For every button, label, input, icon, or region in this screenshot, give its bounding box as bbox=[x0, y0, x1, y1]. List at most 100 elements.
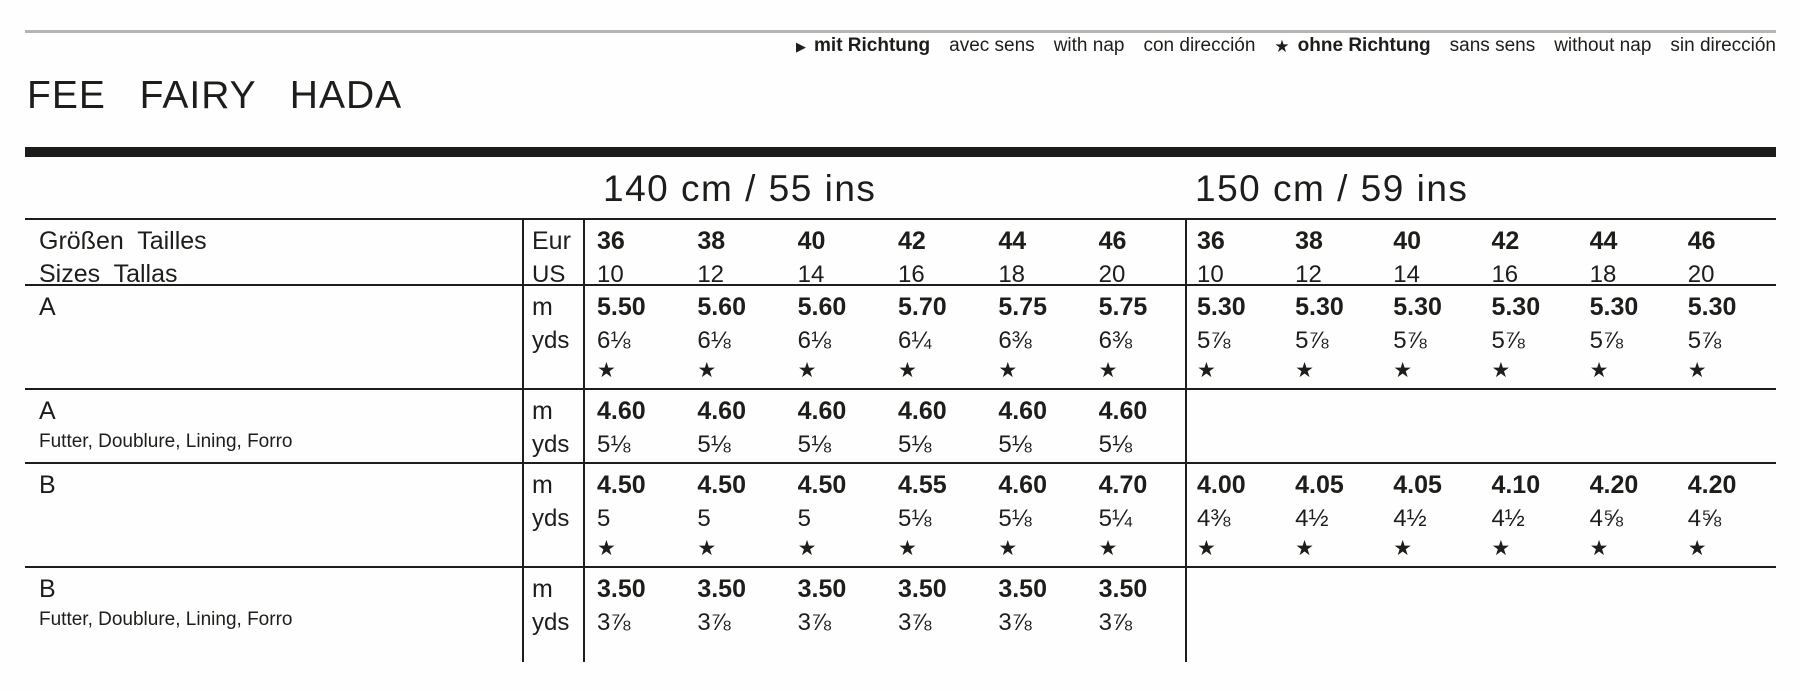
legend-with-nap-group: ▶ mit Richtung bbox=[796, 35, 930, 57]
without-nap-star-icon: ★ bbox=[1196, 537, 1216, 560]
yards-value: 6¼ bbox=[897, 327, 932, 354]
without-nap-star-icon: ★ bbox=[1491, 359, 1511, 382]
without-nap-star-icon: ★ bbox=[797, 359, 817, 382]
meters-value: 5.75 bbox=[1098, 293, 1148, 321]
yards-value: 5⅞ bbox=[1491, 327, 1525, 354]
legend-label-en-with-nap: with nap bbox=[1053, 35, 1125, 56]
meters-value: 3.50 bbox=[797, 575, 847, 603]
empty-cell bbox=[1678, 568, 1776, 662]
yards-value: 5⅛ bbox=[998, 431, 1032, 458]
row-b-lining-unit-cell: m yds bbox=[522, 568, 585, 662]
meters-value: 5.30 bbox=[1589, 293, 1639, 321]
us-size-value: 12 bbox=[697, 261, 725, 284]
width-header-row: 140 cm / 55 ins 150 cm / 59 ins bbox=[25, 157, 1776, 218]
yards-value: 5 bbox=[797, 505, 812, 532]
meters-value: 5.30 bbox=[1295, 293, 1344, 321]
nap-legend: ▶ mit Richtung avec sens with nap con di… bbox=[796, 35, 1776, 57]
yards-value: 4⅝ bbox=[1687, 505, 1722, 532]
fabric-requirements-table: 140 cm / 55 ins 150 cm / 59 ins Größen T… bbox=[25, 157, 1776, 662]
meters-value: 4.60 bbox=[797, 397, 847, 425]
eur-size-value: 42 bbox=[897, 227, 926, 255]
row-a-lining-label-cell: A Futter, Doublure, Lining, Forro bbox=[25, 390, 522, 462]
eur-size-value: 36 bbox=[1196, 227, 1225, 255]
empty-cell bbox=[1580, 568, 1678, 662]
size-cell: 44 18 bbox=[1580, 220, 1678, 284]
without-nap-star-icon: ★ bbox=[1098, 359, 1118, 382]
empty-cell bbox=[1285, 390, 1383, 462]
sizes-label-cell: Größen Tailles Sizes Tallas bbox=[25, 220, 522, 284]
meters-value: 4.60 bbox=[998, 471, 1047, 499]
yards-value: 6⅛ bbox=[697, 327, 731, 354]
yards-value: 5 bbox=[597, 505, 611, 532]
fabric-amount-cell: 4.60 5⅛ ★ bbox=[986, 464, 1086, 566]
legend-label-fr-with-nap: avec sens bbox=[949, 35, 1035, 56]
without-nap-star-icon: ★ bbox=[897, 537, 917, 560]
yards-value: 3⅞ bbox=[1098, 609, 1133, 636]
without-nap-star-icon: ★ bbox=[1393, 359, 1413, 382]
yards-value: 5⅛ bbox=[697, 431, 731, 458]
us-size-value: 20 bbox=[1098, 261, 1126, 284]
eur-size-value: 46 bbox=[1098, 227, 1127, 255]
us-size-value: 16 bbox=[1491, 261, 1519, 284]
without-nap-star-icon: ★ bbox=[1098, 537, 1118, 560]
unit-yds-label: yds bbox=[532, 505, 570, 532]
fabric-amount-cell: 4.50 5 ★ bbox=[786, 464, 886, 566]
without-nap-star-icon: ★ bbox=[1491, 537, 1511, 560]
row-a-label-cell: A bbox=[25, 286, 522, 388]
us-size-value: 10 bbox=[1196, 261, 1224, 284]
fabric-amount-cell: 3.50 3⅞ bbox=[685, 568, 785, 662]
yards-value: 5⅞ bbox=[1393, 327, 1427, 354]
empty-cell bbox=[1580, 390, 1678, 462]
us-size-value: 14 bbox=[1393, 261, 1420, 284]
meters-value: 4.05 bbox=[1295, 471, 1344, 499]
meters-value: 3.50 bbox=[597, 575, 646, 603]
row-a-lining-unit-cell: m yds bbox=[522, 390, 585, 462]
us-size-value: 18 bbox=[1589, 261, 1617, 284]
yards-value: 5⅞ bbox=[1589, 327, 1623, 354]
eur-size-value: 44 bbox=[998, 227, 1027, 255]
fabric-amount-cell: 3.50 3⅞ bbox=[585, 568, 685, 662]
unit-yds-label: yds bbox=[532, 609, 570, 636]
meters-value: 5.60 bbox=[697, 293, 746, 321]
meters-value: 4.50 bbox=[697, 471, 746, 499]
without-nap-star-icon: ★ bbox=[797, 537, 817, 560]
section-header-150cm: 150 cm / 59 ins bbox=[1195, 168, 1469, 209]
fabric-amount-cell: 5.75 6⅜ ★ bbox=[1087, 286, 1187, 388]
yards-value: 3⅞ bbox=[597, 609, 631, 636]
fabric-amount-cell: 4.55 5⅛ ★ bbox=[886, 464, 986, 566]
yards-value: 3⅞ bbox=[697, 609, 731, 636]
fabric-amount-cell: 3.50 3⅞ bbox=[786, 568, 886, 662]
unit-us-label: US bbox=[532, 261, 566, 284]
fabric-amount-cell: 4.60 5⅛ bbox=[886, 390, 986, 462]
fabric-amount-cell: 4.60 5⅛ bbox=[1087, 390, 1187, 462]
row-b-unit-cell: m yds bbox=[522, 464, 585, 566]
fabric-amount-cell: 4.60 5⅛ bbox=[986, 390, 1086, 462]
yards-value: 3⅞ bbox=[998, 609, 1032, 636]
meters-value: 5.30 bbox=[1687, 293, 1737, 321]
fabric-amount-cell: 4.20 4⅝ ★ bbox=[1678, 464, 1776, 566]
yards-value: 5 bbox=[697, 505, 711, 532]
meters-value: 4.60 bbox=[597, 397, 646, 425]
fabric-amount-cell: 5.30 5⅞ ★ bbox=[1187, 286, 1285, 388]
empty-cell bbox=[1187, 390, 1285, 462]
yards-value: 5⅞ bbox=[1687, 327, 1722, 354]
size-cell: 36 10 bbox=[1187, 220, 1285, 284]
yards-value: 6⅛ bbox=[797, 327, 832, 354]
legend-without-nap-group: ★ ohne Richtung bbox=[1274, 35, 1430, 57]
meters-value: 4.00 bbox=[1196, 471, 1246, 499]
sizes-label-line2: Sizes Tallas bbox=[39, 260, 178, 284]
meters-value: 4.10 bbox=[1491, 471, 1541, 499]
meters-value: 5.30 bbox=[1491, 293, 1541, 321]
without-nap-star-icon: ★ bbox=[1687, 359, 1707, 382]
empty-cell bbox=[1285, 568, 1383, 662]
fabric-amount-cell: 4.50 5 ★ bbox=[685, 464, 785, 566]
us-size-value: 16 bbox=[897, 261, 925, 284]
table-row-view-b-lining: B Futter, Doublure, Lining, Forro m yds … bbox=[25, 566, 1776, 662]
empty-cell bbox=[1481, 568, 1579, 662]
without-nap-star-icon: ★ bbox=[1295, 359, 1314, 382]
meters-value: 4.60 bbox=[998, 397, 1047, 425]
size-cell: 36 10 bbox=[585, 220, 685, 284]
eur-size-value: 40 bbox=[1393, 227, 1422, 255]
view-label: A bbox=[39, 293, 56, 321]
lining-sublabel: Futter, Doublure, Lining, Forro bbox=[39, 609, 293, 630]
